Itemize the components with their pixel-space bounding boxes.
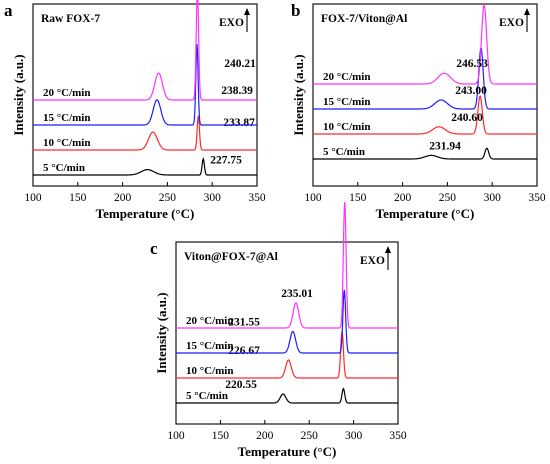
series-label: 5 °C/min: [186, 390, 228, 402]
series-line: [176, 331, 398, 379]
panel-letter: b: [291, 1, 300, 20]
exo-label: EXO: [360, 255, 385, 267]
chart-title: Viton@FOX-7@Al: [184, 251, 278, 263]
series-line: [313, 147, 537, 160]
panel-letter: a: [4, 1, 13, 20]
x-tick-label: 200: [114, 192, 132, 204]
x-tick-label: 250: [301, 430, 319, 442]
peak-label: 235.01: [281, 288, 313, 300]
x-tick-label: 200: [394, 192, 412, 204]
y-axis-label: Intensity (a.u.): [291, 54, 306, 135]
x-tick-label: 300: [484, 192, 502, 204]
y-axis-label: Intensity (a.u.): [11, 54, 26, 135]
series-line: [33, 43, 257, 126]
peak-label: 233.87: [223, 117, 255, 129]
exo-arrowhead: [385, 246, 391, 253]
x-tick-label: 150: [212, 430, 230, 442]
exo-label: EXO: [499, 17, 524, 29]
x-tick-label: 100: [167, 430, 185, 442]
series-label: 20 °C/min: [186, 315, 234, 327]
x-tick-label: 300: [204, 192, 222, 204]
x-axis-label: Temperature (°C): [238, 444, 337, 459]
x-tick-label: 200: [256, 430, 274, 442]
x-tick-label: 250: [159, 192, 177, 204]
plot-frame: [312, 3, 538, 187]
y-axis-label: Intensity (a.u.): [154, 292, 169, 373]
series-line: [176, 387, 398, 404]
chart-panel-a: a Raw FOX-7 EXO 100 150 200 250 300 350 Temperatu…: [4, 0, 266, 221]
x-tick-label: 150: [349, 192, 367, 204]
x-axis-label: Temperature (°C): [376, 206, 475, 221]
series-label: 10 °C/min: [186, 365, 234, 377]
peak-label: 238.39: [221, 85, 253, 97]
exo-arrowhead: [524, 8, 530, 15]
plot-frame: [175, 241, 399, 425]
peak-label: 220.55: [225, 379, 257, 391]
peak-label: 227.75: [210, 155, 242, 167]
series-label: 15 °C/min: [186, 340, 234, 352]
series-line: [33, 115, 257, 151]
peak-label: 231.94: [429, 140, 461, 152]
series-label: 15 °C/min: [43, 112, 91, 124]
x-tick-label: 100: [24, 192, 42, 204]
x-tick-label: 100: [304, 192, 322, 204]
peak-label: 243.00: [455, 85, 487, 97]
x-tick-label: 350: [389, 430, 407, 442]
peak-label: 240.21: [224, 58, 256, 70]
panel-letter: c: [150, 239, 158, 258]
x-tick-label: 300: [345, 430, 363, 442]
peak-label: 246.53: [456, 58, 488, 70]
peak-label: 226.67: [228, 345, 260, 357]
series-label: 15 °C/min: [323, 96, 371, 108]
series-label: 10 °C/min: [323, 121, 371, 133]
x-tick-label: 350: [528, 192, 546, 204]
series-line: [313, 46, 537, 110]
plot-frame: [32, 3, 258, 187]
series-label: 5 °C/min: [43, 162, 85, 174]
peak-label: 240.60: [451, 112, 483, 124]
series-line: [33, 157, 257, 176]
exo-arrowhead: [244, 8, 250, 15]
series-line: [176, 201, 398, 329]
x-axis-label: Temperature (°C): [96, 206, 195, 221]
series-label: 10 °C/min: [43, 137, 91, 149]
x-tick-label: 350: [248, 192, 266, 204]
exo-label: EXO: [219, 17, 244, 29]
chart-title: Raw FOX-7: [41, 13, 100, 25]
series-line: [176, 289, 398, 354]
series-label: 5 °C/min: [323, 146, 365, 158]
series-label: 20 °C/min: [323, 71, 371, 83]
series-line: [313, 95, 537, 135]
x-tick-label: 250: [439, 192, 457, 204]
series-line: [313, 3, 537, 85]
chart-panel-c: c Viton@FOX-7@Al EXO 100 150 200 250 300 350 Temp…: [150, 201, 407, 459]
x-tick-label: 150: [69, 192, 87, 204]
chart-title: FOX-7/Viton@Al: [321, 13, 407, 25]
peak-label: 231.55: [228, 316, 260, 328]
series-line: [33, 0, 257, 101]
chart-panel-b: b FOX-7/Viton@Al EXO 100 150 200 250 300 350 Temp…: [291, 1, 546, 221]
series-label: 20 °C/min: [43, 87, 91, 99]
